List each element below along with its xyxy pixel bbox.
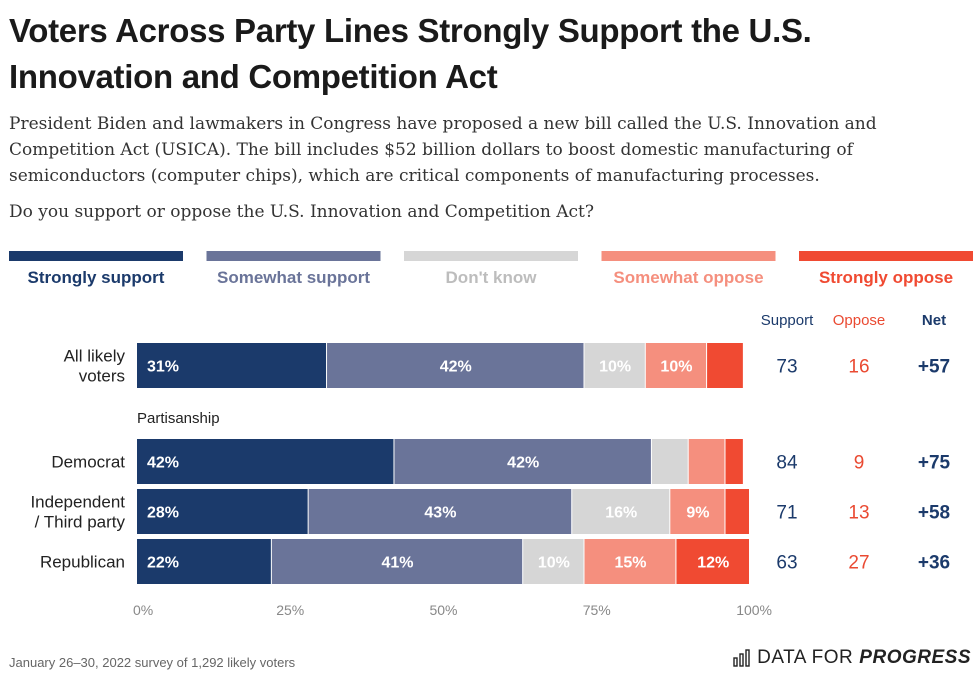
data-label-republican-somewhat-support: 41% xyxy=(382,555,414,572)
bar-independent-third-party-strongly-oppose xyxy=(725,489,749,534)
summary-net-all-likely-voters: +57 xyxy=(918,357,950,378)
data-label-republican-don-t-know: 10% xyxy=(538,555,570,572)
bar-independent-third-party-somewhat-support xyxy=(308,489,572,534)
data-label-all-likely-voters-don-t-know: 10% xyxy=(599,359,631,376)
x-tick-label-4: 100% xyxy=(736,602,772,618)
data-label-independent-third-party-somewhat-support: 43% xyxy=(424,505,456,522)
data-label-all-likely-voters-strongly-support: 31% xyxy=(147,359,179,376)
category-label-republican: Republican xyxy=(40,553,125,572)
bar-republican-somewhat-support xyxy=(271,539,523,584)
summary-support-all-likely-voters: 73 xyxy=(776,357,797,378)
chart-subtitle: President Biden and lawmakers in Congres… xyxy=(9,114,877,186)
bar-independent-third-party-don-t-know xyxy=(572,489,670,534)
summary-net-democrat: +75 xyxy=(918,453,951,474)
summary-header-net: Net xyxy=(922,312,946,329)
data-label-all-likely-voters-somewhat-support: 42% xyxy=(440,359,472,376)
bar-chart-icon xyxy=(733,649,750,667)
category-label-all-likely-voters-line2: voters xyxy=(79,367,125,386)
legend-swatch-somewhat-support xyxy=(206,251,381,261)
legend-label-strongly-oppose: Strongly oppose xyxy=(819,268,953,287)
bar-republican-strongly-oppose xyxy=(676,539,749,584)
summary-support-independent-third-party: 71 xyxy=(776,503,797,524)
summary-oppose-republican: 27 xyxy=(848,553,869,574)
category-label-independent-third-party-line2: / Third party xyxy=(35,513,126,532)
survey-footnote: January 26–30, 2022 survey of 1,292 like… xyxy=(9,655,296,670)
legend-label-strongly-support: Strongly support xyxy=(28,268,165,287)
group-label-partisanship: Partisanship xyxy=(137,410,220,427)
summary-header-support: Support xyxy=(761,312,814,329)
survey-question: Do you support or oppose the U.S. Innova… xyxy=(9,202,594,222)
bar-all-likely-voters-strongly-oppose xyxy=(707,343,743,388)
brand-suffix: PROGRESS xyxy=(859,647,971,668)
data-label-independent-third-party-strongly-support: 28% xyxy=(147,505,179,522)
x-tick-label-0: 0% xyxy=(133,602,153,618)
data-label-republican-somewhat-oppose: 15% xyxy=(614,555,646,572)
chart-title: Voters Across Party Lines Strongly Suppo… xyxy=(9,12,812,95)
x-tick-label-1: 25% xyxy=(276,602,304,618)
data-label-democrat-somewhat-support: 42% xyxy=(507,455,539,472)
legend-swatch-strongly-support xyxy=(9,251,183,261)
data-label-independent-third-party-somewhat-oppose: 9% xyxy=(686,505,709,522)
bar-republican-somewhat-oppose xyxy=(584,539,676,584)
bar-democrat-strongly-support xyxy=(137,439,394,484)
brand-logo: DATA FOR PROGRESS xyxy=(733,647,971,669)
legend-swatch-strongly-oppose xyxy=(799,251,973,261)
data-label-all-likely-voters-somewhat-oppose: 10% xyxy=(660,359,692,376)
summary-header-oppose: Oppose xyxy=(833,312,886,329)
x-tick-label-3: 75% xyxy=(583,602,611,618)
bar-republican-strongly-support xyxy=(137,539,271,584)
bar-all-likely-voters-somewhat-oppose xyxy=(645,343,707,388)
summary-oppose-all-likely-voters: 16 xyxy=(848,357,869,378)
summary-support-democrat: 84 xyxy=(776,453,798,474)
legend-swatch-don-t-know xyxy=(404,251,578,261)
summary-net-republican: +36 xyxy=(918,553,950,574)
summary-oppose-independent-third-party: 13 xyxy=(848,503,869,524)
bar-independent-third-party-somewhat-oppose xyxy=(670,489,725,534)
bar-democrat-strongly-oppose xyxy=(725,439,743,484)
x-tick-label-2: 50% xyxy=(429,602,457,618)
bar-independent-third-party-strongly-support xyxy=(137,489,308,534)
category-label-all-likely-voters-line1: All likely xyxy=(64,347,126,366)
bar-democrat-somewhat-support xyxy=(394,439,651,484)
legend-label-somewhat-oppose: Somewhat oppose xyxy=(613,268,763,287)
data-label-republican-strongly-support: 22% xyxy=(147,555,179,572)
category-label-independent-third-party-line1: Independent xyxy=(30,493,125,512)
bar-all-likely-voters-somewhat-support xyxy=(327,343,584,388)
legend-label-don-t-know: Don't know xyxy=(446,268,538,287)
legend-label-somewhat-support: Somewhat support xyxy=(217,268,370,287)
data-label-democrat-strongly-support: 42% xyxy=(147,455,179,472)
summary-support-republican: 63 xyxy=(776,553,797,574)
bar-all-likely-voters-strongly-support xyxy=(137,343,327,388)
bar-democrat-somewhat-oppose xyxy=(688,439,725,484)
bar-republican-don-t-know xyxy=(523,539,584,584)
summary-oppose-democrat: 9 xyxy=(854,453,865,474)
bar-democrat-don-t-know xyxy=(651,439,688,484)
bar-all-likely-voters-don-t-know xyxy=(584,343,645,388)
legend-swatch-somewhat-oppose xyxy=(601,251,776,261)
summary-net-independent-third-party: +58 xyxy=(918,503,950,524)
data-label-independent-third-party-don-t-know: 16% xyxy=(605,505,637,522)
category-label-democrat: Democrat xyxy=(51,453,125,472)
data-label-republican-strongly-oppose: 12% xyxy=(697,555,729,572)
brand-prefix: DATA FOR xyxy=(757,647,854,668)
